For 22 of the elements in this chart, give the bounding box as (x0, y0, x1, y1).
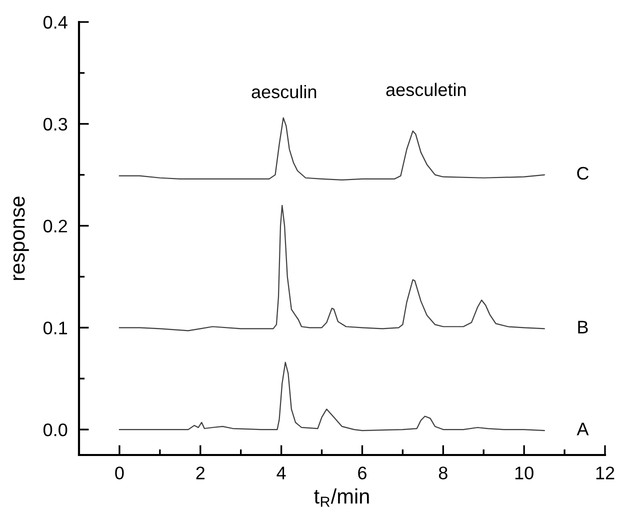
x-tick-label: 4 (276, 466, 286, 480)
y-tick-label: 0.1 (43, 322, 68, 334)
y-tick-label: 0.2 (43, 220, 67, 232)
line-series (118, 117, 545, 180)
x-tick-label: 0 (115, 466, 124, 480)
series-label: A (576, 422, 589, 436)
y-tick-label: 0.4 (43, 16, 68, 29)
x-tick-label: 8 (438, 466, 448, 480)
series-label: B (578, 320, 588, 334)
annotation: aesculin (252, 85, 316, 98)
x-axis-title: t$_{R}$/min (314, 488, 369, 507)
y-tick-label: 0.0 (43, 423, 68, 436)
y-tick-label: 0.3 (43, 118, 68, 131)
y-axis-title: response (13, 196, 29, 280)
series-label: C (577, 166, 589, 180)
x-tick-label: 6 (358, 466, 366, 480)
line-series (118, 362, 545, 432)
x-tick-label: 10 (515, 466, 534, 480)
annotation: aesculetin (386, 82, 466, 96)
line-series (118, 204, 545, 332)
x-tick-label: 12 (596, 466, 614, 480)
x-tick-label: 2 (196, 466, 204, 480)
